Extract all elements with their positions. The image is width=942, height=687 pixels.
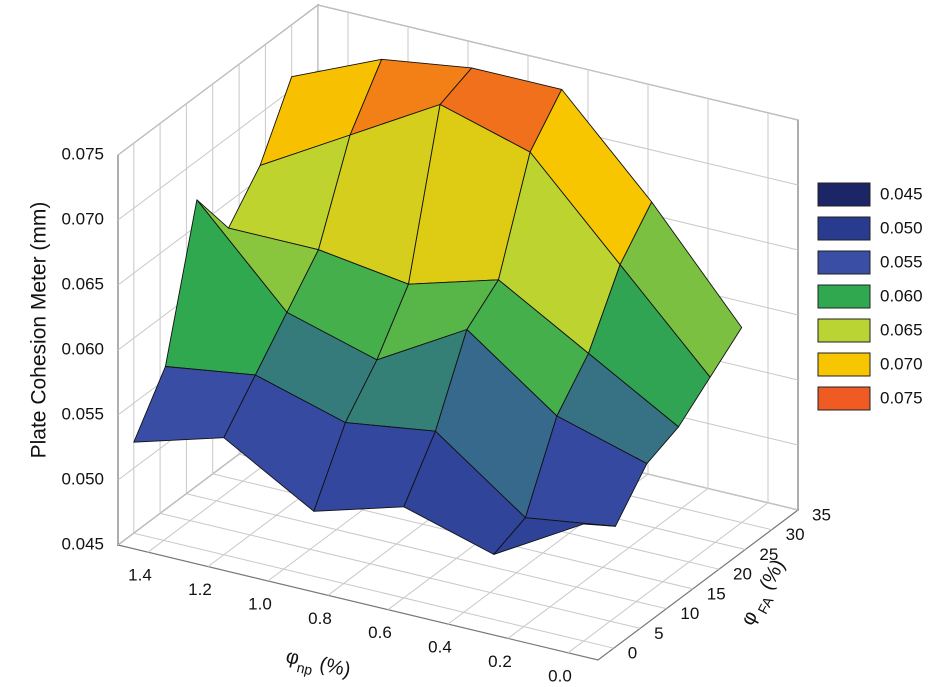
legend: 0.045 0.050 0.055 0.060 0.065 0.070 0.075 — [817, 182, 923, 411]
x-axis-symbol: φ — [284, 646, 302, 670]
legend-label: 0.070 — [880, 354, 923, 373]
x-tick-label: 0.8 — [308, 609, 332, 628]
y-tick-label: 30 — [786, 525, 805, 544]
x-tick-label: 1.2 — [188, 580, 212, 599]
legend-label: 0.045 — [880, 184, 923, 203]
x-axis-title: φnp (%) — [283, 646, 353, 687]
surface-patch — [493, 517, 616, 555]
legend-label: 0.065 — [880, 320, 923, 339]
z-tick-label: 0.070 — [61, 209, 104, 228]
x-tick-label: 1.0 — [248, 594, 272, 613]
legend-swatch — [817, 318, 871, 343]
legend-swatch — [817, 250, 871, 275]
y-tick-label: 25 — [759, 545, 778, 564]
y-axis-subscript: FA — [754, 593, 776, 616]
legend-swatch — [817, 386, 871, 411]
y-tick-label: 0 — [628, 644, 637, 663]
grid-line — [159, 123, 641, 629]
x-tick-label: 0.4 — [428, 638, 452, 657]
x-tick-label: 0.0 — [548, 666, 572, 685]
z-axis-title: Plate Cohesion Meter (mm) — [28, 202, 51, 459]
legend-swatch — [817, 284, 871, 309]
grid-line — [133, 143, 614, 649]
z-tick-label: 0.060 — [61, 339, 104, 358]
y-tick-label: 5 — [654, 624, 663, 643]
x-tick-label: 0.6 — [368, 623, 392, 642]
legend-swatch — [817, 182, 871, 207]
y-tick-label: 10 — [680, 604, 699, 623]
y-tick-label: 35 — [812, 505, 831, 524]
legend-swatch — [817, 216, 871, 241]
z-tick-label: 0.065 — [61, 274, 104, 293]
z-tick-label: 0.050 — [61, 469, 104, 488]
x-axis-unit: (%) — [317, 653, 352, 681]
legend-swatch — [817, 352, 871, 377]
x-tick-label: 1.4 — [128, 566, 152, 585]
z-tick-label: 0.075 — [61, 144, 104, 163]
labels: 0.045 0.050 0.055 0.060 0.065 0.070 0.075 0.0 0.… — [61, 144, 830, 685]
legend-label: 0.060 — [880, 286, 923, 305]
y-tick-label: 15 — [707, 584, 726, 603]
z-tick-label: 0.045 — [61, 534, 104, 553]
surface — [133, 58, 743, 555]
x-axis-subscript: np — [295, 659, 314, 678]
y-tick-label: 20 — [733, 565, 752, 584]
z-tick-label: 0.055 — [61, 404, 104, 423]
legend-label: 0.050 — [880, 218, 923, 237]
x-tick-label: 0.2 — [488, 652, 512, 671]
grid-line — [185, 103, 667, 610]
legend-label: 0.075 — [880, 388, 923, 407]
legend-label: 0.055 — [880, 252, 923, 271]
